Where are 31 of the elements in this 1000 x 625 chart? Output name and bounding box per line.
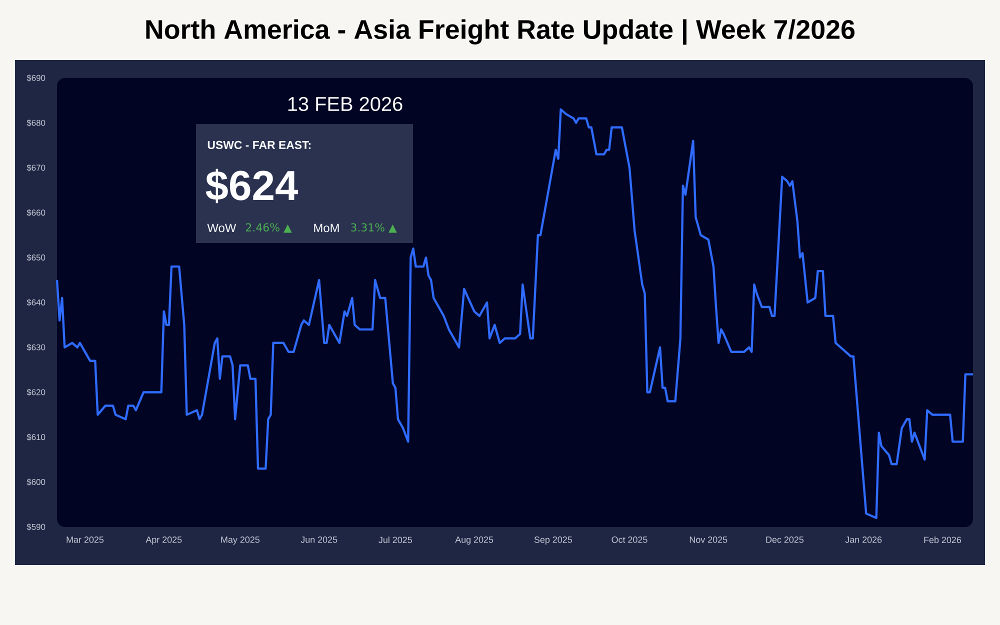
y-tick-label: $590 [26, 524, 46, 530]
y-tick-label: $640 [26, 299, 46, 306]
x-tick-label: Mar 2025 [66, 536, 104, 543]
y-tick-label: $690 [26, 74, 46, 82]
x-tick-label: Feb 2026 [924, 536, 962, 544]
x-tick-label: Jul 2025 [378, 536, 412, 544]
y-tick-label: $660 [26, 209, 46, 216]
x-tick-label: Apr 2025 [146, 536, 182, 545]
y-tick-label: $630 [26, 344, 46, 351]
x-tick-label: Aug 2025 [455, 536, 494, 545]
chart-title: North America - Asia Freight Rate Update | Week 7/2026 [146, 19, 855, 45]
y-tick-label: $650 [26, 254, 46, 262]
x-tick-label: Sep 2025 [534, 536, 572, 545]
annotation: 2.46% ▲ [246, 223, 292, 233]
y-tick-label: $610 [26, 434, 46, 441]
x-tick-label: Nov 2025 [690, 536, 728, 543]
x-tick-label: Jun 2025 [300, 536, 338, 543]
annotation: MoM [314, 224, 339, 232]
y-tick-label: $620 [26, 388, 46, 396]
x-tick-label: Dec 2025 [766, 536, 804, 543]
annotation: $624 [206, 168, 298, 204]
annotation: 13 FEB 2026 [288, 96, 402, 112]
x-tick-label: Jan 2026 [845, 536, 882, 543]
x-tick-label: May 2025 [221, 536, 260, 545]
y-tick-label: $670 [26, 164, 46, 172]
y-tick-label: $600 [26, 478, 46, 486]
y-tick-label: $680 [26, 119, 46, 126]
x-tick-label: Oct 2025 [612, 536, 648, 543]
annotation: 3.31% ▲ [351, 223, 397, 233]
annotation: WoW [207, 224, 236, 232]
annotation: USWC - FAR EAST: [208, 140, 310, 150]
